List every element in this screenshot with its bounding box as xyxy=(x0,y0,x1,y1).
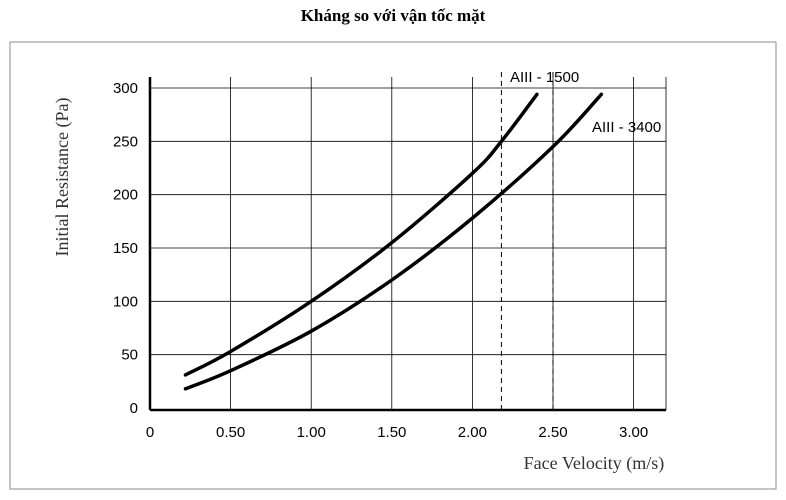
y-tick-label: 100 xyxy=(113,293,138,310)
series-label-0: AIII - 1500 xyxy=(510,69,579,86)
axes xyxy=(148,77,666,412)
series-label-1: AIII - 3400 xyxy=(592,119,661,136)
chart-title: Kháng so với vận tốc mặt xyxy=(300,6,486,25)
x-axis-label: Face Velocity (m/s) xyxy=(524,453,665,474)
reference-lines xyxy=(500,72,554,410)
x-tick-label: 0.50 xyxy=(216,424,245,441)
y-tick-label: 300 xyxy=(113,80,138,97)
y-tick-label: 50 xyxy=(121,347,138,364)
y-tick-label: 250 xyxy=(113,133,138,150)
grid xyxy=(150,77,667,410)
y-tick-label: 0 xyxy=(130,400,138,417)
x-tick-label: 2.00 xyxy=(458,424,487,441)
x-tick-label: 2.50 xyxy=(538,424,567,441)
y-axis-label: Initial Resistance (Pa) xyxy=(52,98,73,257)
series-line-0 xyxy=(183,92,539,377)
series-line-1 xyxy=(183,92,604,391)
x-tick-label: 1.50 xyxy=(377,424,406,441)
chart-frame xyxy=(9,41,777,490)
x-tick-label: 0 xyxy=(146,424,154,441)
series-lines xyxy=(183,92,604,391)
x-tick-label: 1.00 xyxy=(297,424,326,441)
x-tick-label: 3.00 xyxy=(619,424,648,441)
y-tick-label: 150 xyxy=(113,240,138,257)
y-tick-label: 200 xyxy=(113,187,138,204)
x-tick-labels: 0 0.50 1.00 1.50 2.00 2.50 3.00 xyxy=(146,424,648,441)
series-labels: AIII - 1500 AIII - 3400 xyxy=(510,69,661,136)
y-tick-labels: 0 50 100 150 200 250 300 xyxy=(113,80,138,417)
